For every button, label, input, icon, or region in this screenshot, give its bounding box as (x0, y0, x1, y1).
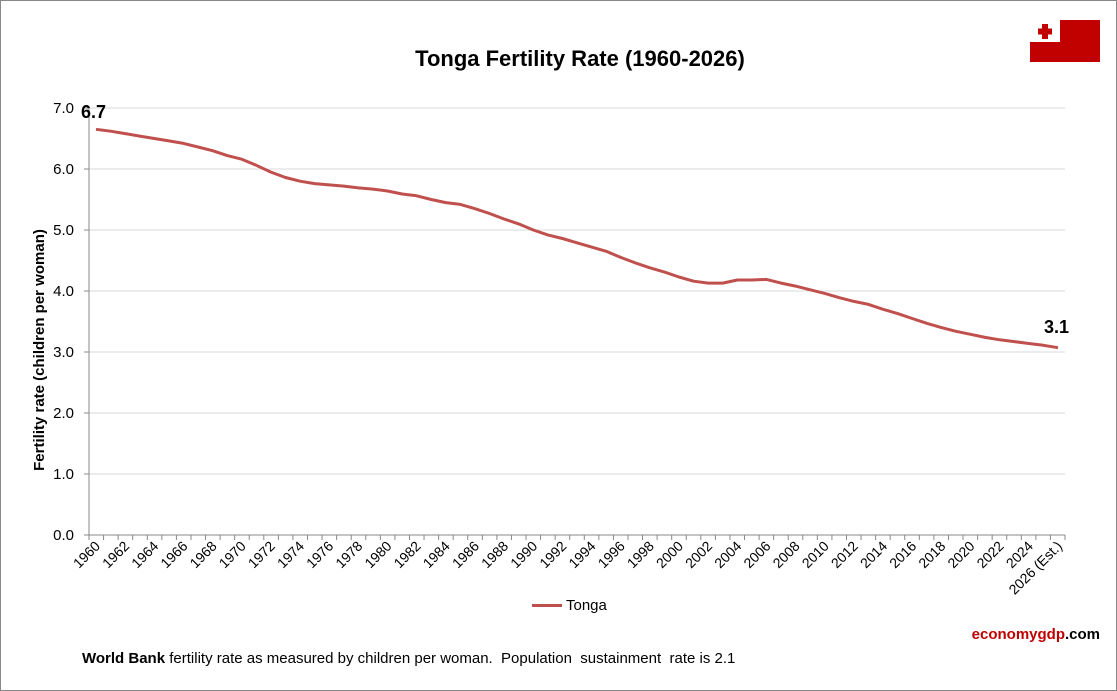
x-tick-label: 2006 (740, 538, 773, 571)
x-tick-label: 1982 (390, 538, 423, 571)
x-tick-label: 2014 (857, 538, 890, 571)
y-tick-label: 7.0 (53, 100, 74, 117)
tonga-flag-icon (1030, 20, 1100, 62)
brand-watermark: economygdp.com (972, 626, 1100, 643)
series-line-tonga (95, 127, 1059, 350)
last-value-label: 3.1 (1044, 317, 1069, 337)
x-tick-label: 1994 (565, 538, 598, 571)
x-tick-label: 2022 (973, 538, 1006, 571)
x-tick-label: 2002 (682, 538, 715, 571)
x-tick-label: 2020 (944, 538, 977, 571)
x-tick-label: 1992 (536, 538, 569, 571)
brand-name: economygdp (971, 626, 1065, 643)
x-tick-label: 1960 (70, 538, 103, 571)
x-tick-label: 1990 (507, 538, 540, 571)
y-tick-label: 4.0 (53, 283, 74, 300)
x-tick-label: 1986 (449, 538, 482, 571)
brand-domain: .com (1064, 626, 1100, 643)
y-axis-label: Fertility rate (children per woman) (31, 229, 48, 471)
x-tick-label: 2016 (886, 538, 919, 571)
footer-source: World Bank (82, 650, 166, 667)
x-tick-label: 2000 (653, 538, 686, 571)
x-tick-label: 1972 (245, 538, 278, 571)
x-tick-label: 1998 (624, 538, 657, 571)
x-tick-label: 2004 (711, 538, 744, 571)
x-tick-label: 1970 (216, 538, 249, 571)
x-tick-label: 1974 (274, 538, 307, 571)
x-tick-label: 1966 (157, 538, 190, 571)
x-tick-label: 1962 (99, 538, 132, 571)
y-tick-label: 6.0 (53, 161, 74, 178)
x-tick-label: 2010 (799, 538, 832, 571)
footer-note: World Bank fertility rate as measured by… (82, 650, 735, 667)
y-tick-label: 1.0 (53, 466, 74, 483)
y-tick-label: 2.0 (53, 405, 74, 422)
x-tick-label: 1978 (332, 538, 365, 571)
x-tick-label: 2012 (828, 538, 861, 571)
x-tick-label: 1968 (186, 538, 219, 571)
x-tick-label: 1980 (361, 538, 394, 571)
legend-label: Tonga (566, 597, 607, 614)
chart-title: Tonga Fertility Rate (1960-2026) (415, 46, 745, 71)
x-tick-label: 1964 (128, 538, 161, 571)
y-tick-label: 0.0 (53, 527, 74, 544)
footer-text: fertility rate as measured by children p… (165, 650, 736, 667)
first-value-label: 6.7 (81, 102, 106, 122)
x-tick-label: 1976 (303, 538, 336, 571)
x-tick-label: 1988 (478, 538, 511, 571)
x-tick-label: 1996 (595, 538, 628, 571)
legend: Tonga (532, 597, 607, 614)
x-tick-label: 1984 (420, 538, 453, 571)
x-tick-label: 2008 (769, 538, 802, 571)
legend-swatch (532, 604, 562, 607)
y-tick-label: 3.0 (53, 344, 74, 361)
y-tick-label: 5.0 (53, 222, 74, 239)
x-tick-label: 2018 (915, 538, 948, 571)
